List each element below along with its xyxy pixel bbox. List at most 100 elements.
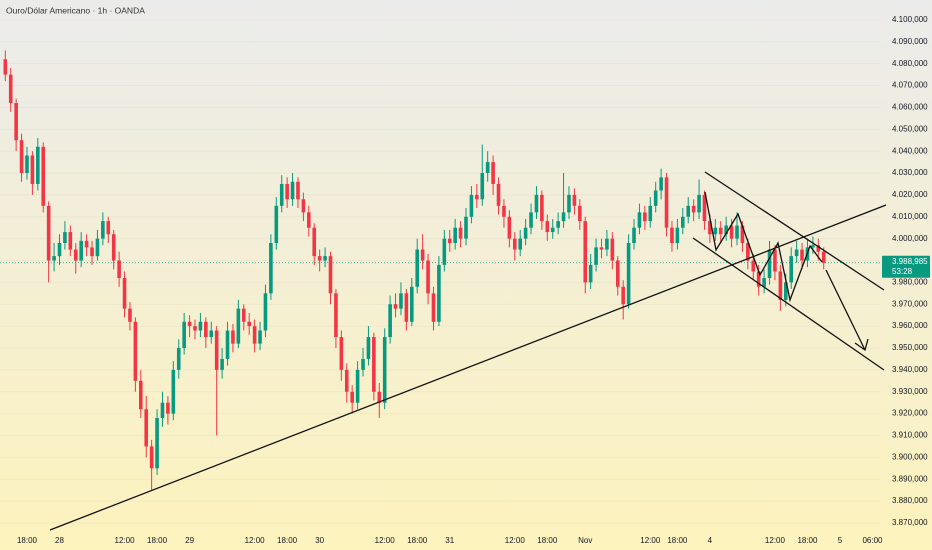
candle-body — [279, 183, 284, 206]
candle-body — [19, 140, 24, 174]
candle-body — [252, 326, 257, 344]
candle-body — [475, 194, 479, 200]
y-tick-label: 4.010,000 — [892, 212, 928, 221]
candle-body — [111, 234, 116, 261]
candle-body — [198, 321, 203, 331]
candle-body — [783, 282, 788, 300]
candle-body — [794, 249, 799, 257]
chart-title: Ouro/Dólar Americano · 1h · OANDA — [6, 5, 145, 15]
candle-body — [681, 216, 685, 228]
time-axis: 18:00 28 12:00 18:00 29 12:00 18:00 30 12:00 18:0… — [17, 536, 883, 545]
y-tick-label: 3.940,000 — [892, 365, 928, 374]
candle-body — [718, 227, 723, 235]
candle-body — [523, 227, 528, 239]
candle-body — [529, 212, 533, 228]
candle-body — [491, 162, 495, 184]
candle-body — [469, 194, 474, 217]
candle-body — [686, 205, 691, 217]
y-tick-label: 3.950,000 — [892, 343, 928, 352]
y-tick-label: 3.870,000 — [892, 518, 928, 527]
candle-body — [697, 194, 701, 213]
candle-body — [821, 251, 826, 263]
candle-body — [344, 369, 349, 392]
y-tick-label: 3.970,000 — [892, 299, 928, 308]
price-axis: 3.870,000 3.880,000 3.890,000 3.900,000 3.91… — [882, 15, 930, 527]
candle-body — [14, 103, 18, 141]
candle-body — [621, 286, 625, 305]
candle-body — [84, 240, 89, 248]
candle-body — [610, 238, 615, 261]
y-tick-label: 4.030,000 — [892, 168, 928, 177]
candle-body — [572, 194, 577, 206]
candle-body — [550, 227, 555, 233]
y-tick-label: 4.020,000 — [892, 190, 928, 199]
candle-body — [339, 337, 344, 370]
candle-body — [128, 308, 132, 322]
candle-body — [458, 227, 463, 239]
countdown: 53:28 — [892, 267, 913, 276]
candle-body — [328, 256, 333, 294]
y-tick-label: 3.880,000 — [892, 496, 928, 505]
candle-body — [106, 221, 111, 235]
candle-body — [139, 380, 143, 410]
candle-body — [702, 194, 707, 222]
x-tick-label: 18:00 — [407, 536, 428, 545]
candle-body — [410, 286, 414, 322]
candle-body — [290, 181, 295, 200]
candle-body — [73, 249, 78, 261]
candle-body — [220, 358, 224, 370]
candle-body — [762, 278, 766, 287]
candle-body — [643, 212, 647, 222]
candle-body — [63, 232, 67, 244]
candle-body — [464, 216, 468, 239]
candle-body — [502, 205, 506, 217]
x-tick-label: 30 — [315, 536, 324, 545]
candle-body — [117, 260, 121, 279]
candle-body — [442, 238, 447, 265]
y-tick-label: 3.930,000 — [892, 387, 928, 396]
candle-body — [675, 227, 680, 244]
candle-body — [155, 418, 159, 469]
candle-body — [225, 330, 230, 359]
x-tick-label: 5 — [838, 536, 843, 545]
candle-body — [101, 221, 105, 239]
candle-body — [258, 330, 262, 344]
candle-body — [122, 278, 127, 309]
candle-body — [193, 326, 197, 331]
y-tick-label: 4.070,000 — [892, 81, 928, 90]
candle-body — [480, 173, 485, 200]
candle-body — [41, 146, 46, 206]
y-tick-label: 3.960,000 — [892, 321, 928, 330]
candle-body — [214, 330, 219, 370]
candle-body — [133, 321, 138, 381]
x-tick-label: 31 — [445, 536, 454, 545]
candle-body — [431, 293, 436, 322]
candle-body — [247, 321, 251, 327]
candle-body — [57, 243, 62, 257]
candle-body — [735, 225, 739, 239]
candle-body — [729, 225, 734, 239]
candle-body — [236, 308, 241, 344]
candle-body — [447, 238, 452, 244]
candle-body — [615, 260, 620, 287]
y-tick-label: 4.000,000 — [892, 234, 928, 243]
candle-body — [583, 221, 588, 283]
candle-body — [626, 243, 631, 305]
candle-body — [599, 247, 604, 250]
y-tick-label: 4.080,000 — [892, 59, 928, 68]
candle-body — [312, 227, 317, 257]
candle-body — [540, 194, 544, 222]
candle-body — [307, 212, 311, 228]
candle-body — [567, 194, 571, 213]
candle-body — [756, 271, 761, 287]
x-tick-label: 12:00 — [375, 536, 396, 545]
y-tick-label: 4.050,000 — [892, 124, 928, 133]
candle-body — [740, 225, 745, 244]
candle-body — [556, 221, 560, 228]
candle-body — [323, 256, 327, 261]
candle-body — [778, 271, 783, 300]
candle-body — [632, 227, 636, 244]
candle-body — [415, 249, 420, 287]
candle-body — [399, 293, 403, 309]
trendline — [49, 204, 887, 531]
